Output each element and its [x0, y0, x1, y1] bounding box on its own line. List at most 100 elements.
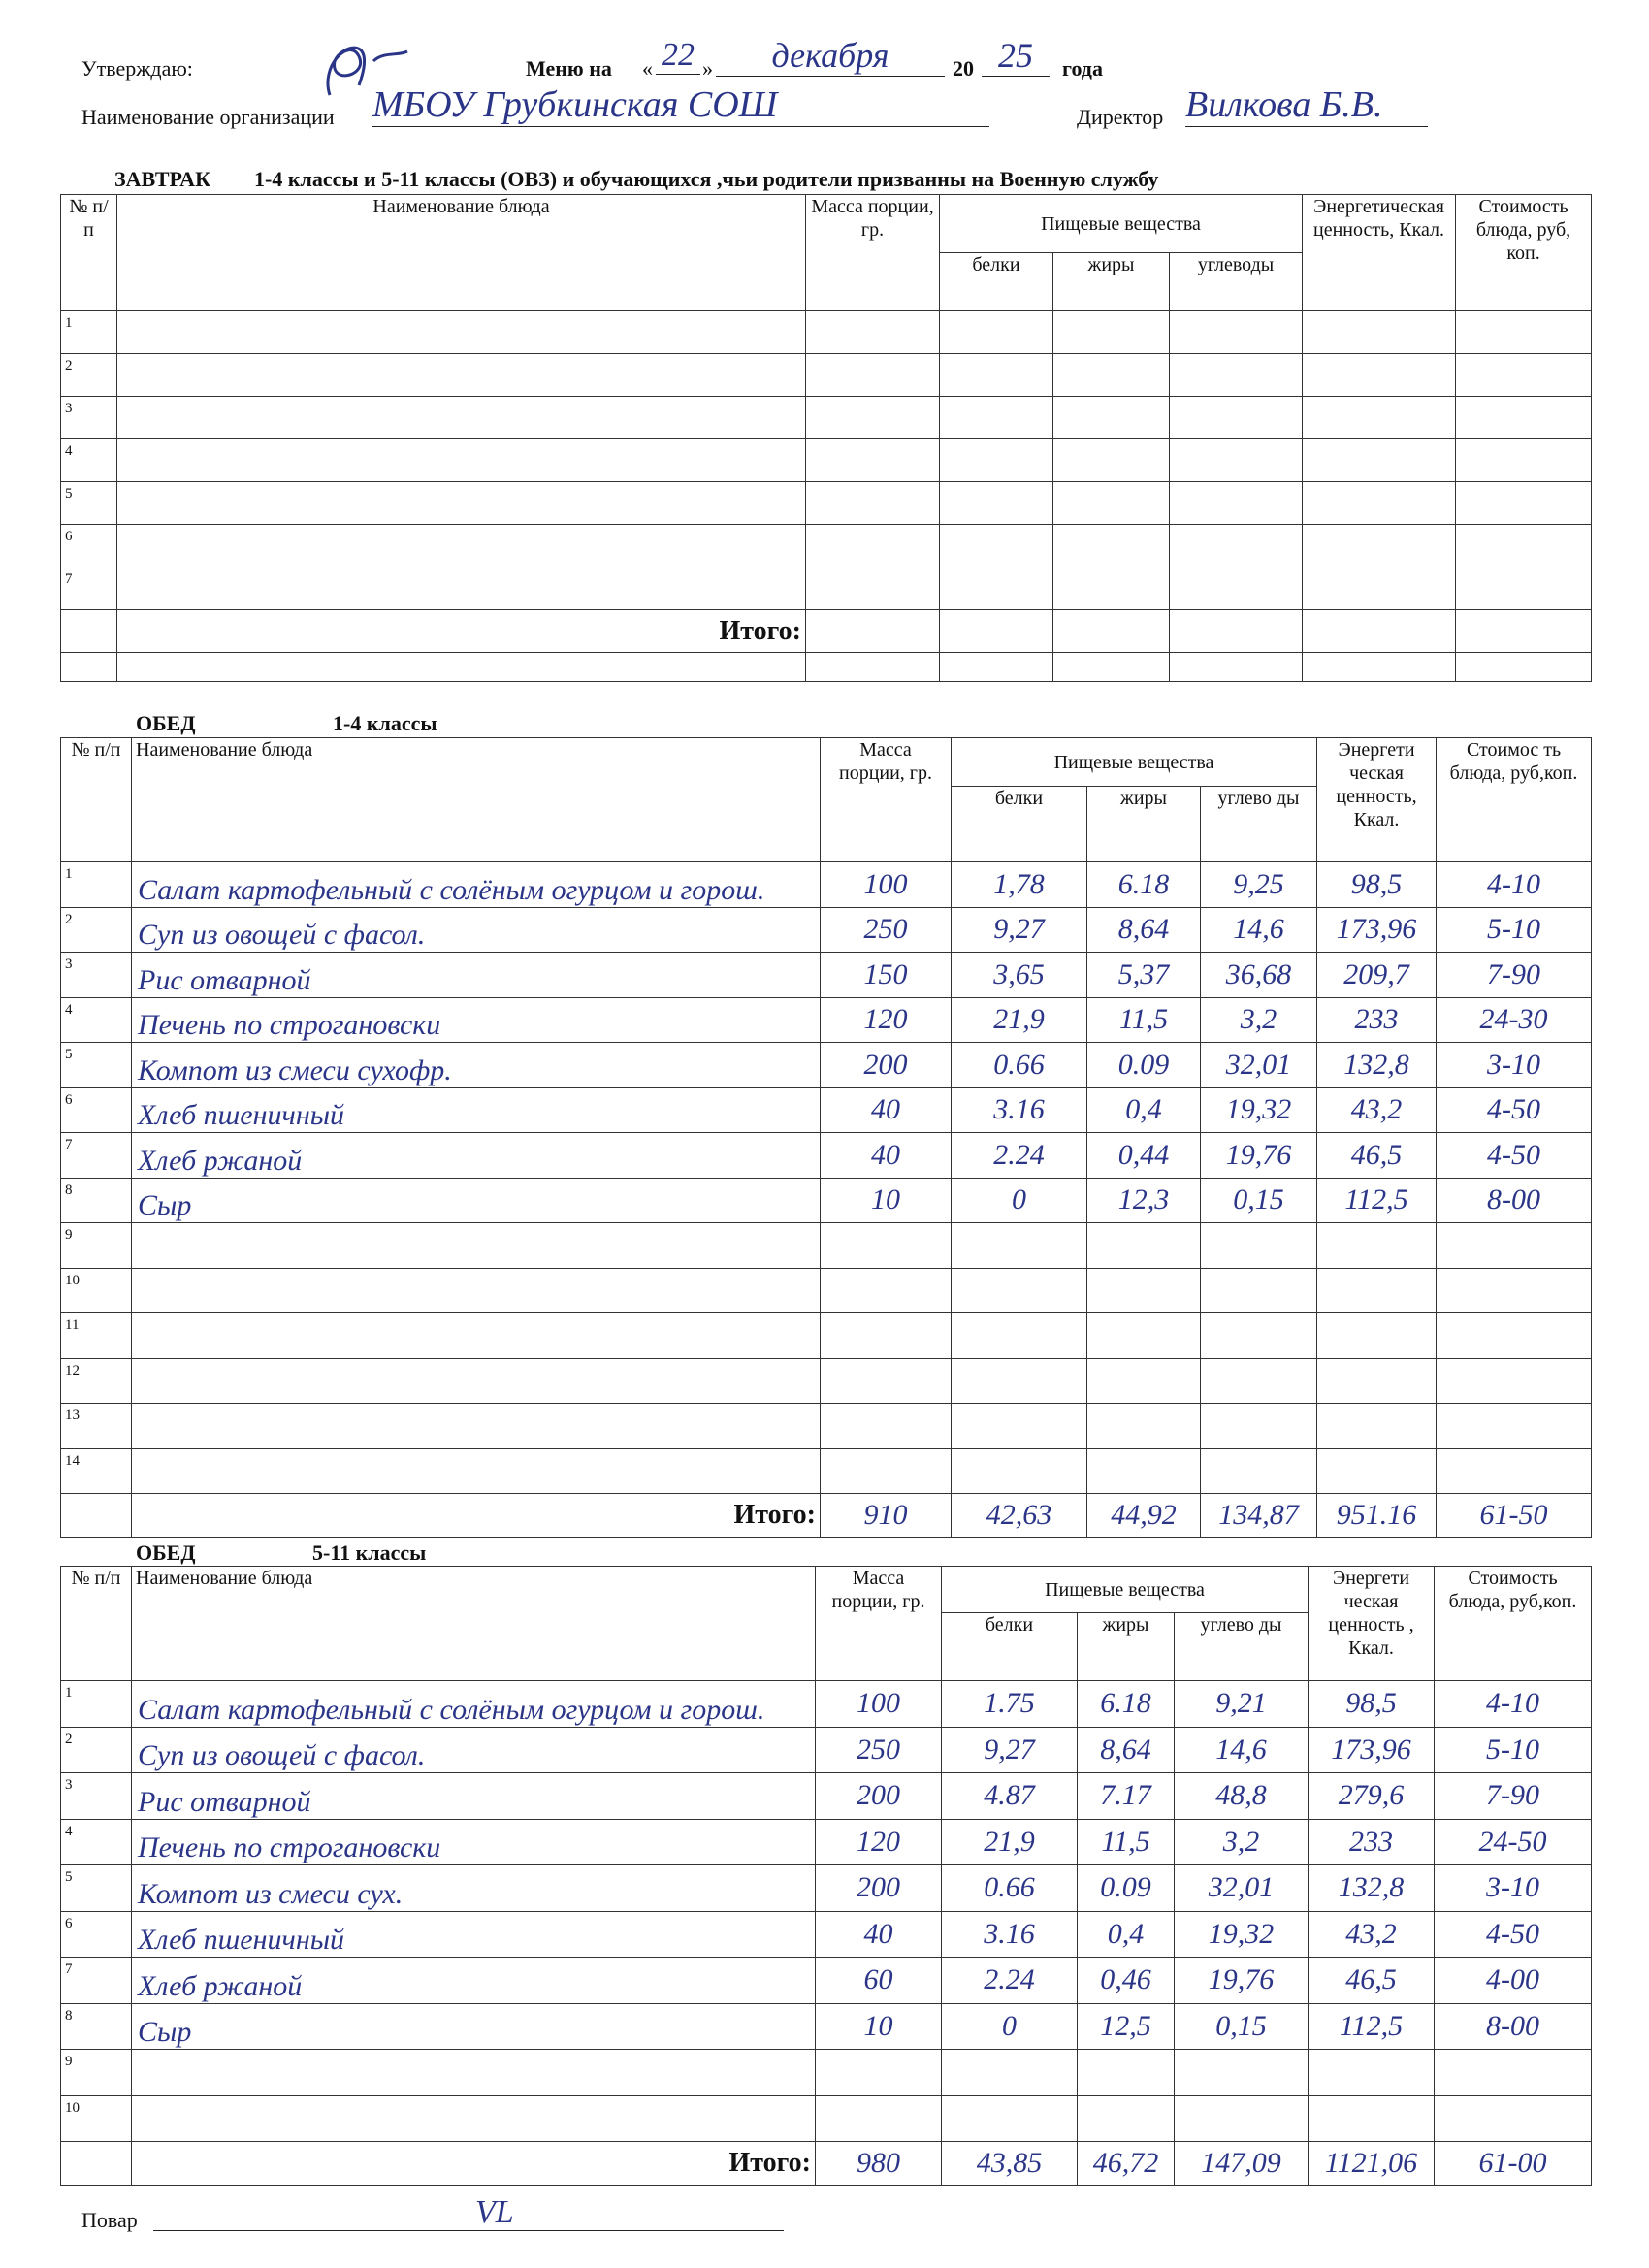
protein-value: 0: [941, 2002, 1078, 2050]
protein-value: 9,27: [951, 906, 1087, 953]
mass-value: [820, 1357, 952, 1404]
table-row: 5 Компот из смеси сух. 200 0.66 0.09 32,01 132…: [60, 1864, 1593, 1912]
table-row: 8 Сыр 10 0 12,5 0,15 112,5 8-00: [60, 2002, 1593, 2050]
row-number: 2: [60, 906, 132, 953]
dish-name: [131, 1312, 821, 1359]
row-number: 7: [60, 1132, 132, 1179]
mass-value: 100: [815, 1680, 942, 1728]
fat-value: [1052, 481, 1170, 525]
energy-value: 132,8: [1316, 1042, 1438, 1088]
carbs-value: [1168, 438, 1304, 482]
dish-name: [131, 1357, 821, 1404]
row-number: 4: [60, 996, 132, 1043]
cost-value: 3-10: [1436, 1042, 1593, 1088]
quote-close: »: [702, 56, 713, 81]
year-prefix: 20: [953, 56, 974, 81]
dish-name: Рис отварной: [131, 1772, 816, 1820]
col-header-carbs: углеводы: [1168, 252, 1304, 311]
row-number: 3: [60, 1772, 132, 1820]
table-row: 9: [60, 1222, 1593, 1269]
dish-name: Сыр: [131, 1177, 821, 1223]
table-row: 5: [60, 481, 1593, 525]
carbs-value: [1168, 567, 1304, 610]
total-protein: 43,85: [941, 2141, 1078, 2186]
protein-value: [939, 481, 1053, 525]
carbs-value: 3,2: [1199, 996, 1318, 1043]
cook-signature: VL: [475, 2194, 514, 2230]
cost-value: 8-00: [1434, 2002, 1593, 2050]
table-row: 9: [60, 2049, 1593, 2096]
carbs-value: 19,32: [1173, 1910, 1310, 1958]
carbs-value: [1173, 2049, 1310, 2096]
cost-value: [1436, 1403, 1593, 1449]
table-row: 1: [60, 310, 1593, 354]
col-header-carbs: углево ды: [1199, 786, 1318, 862]
dish-name: [116, 481, 806, 525]
menu-year: 25: [982, 35, 1050, 77]
dish-name: [131, 1403, 821, 1449]
dish-name: Компот из смеси сухофр.: [131, 1042, 821, 1088]
carbs-value: [1168, 524, 1304, 567]
cost-value: [1434, 2094, 1593, 2142]
dish-name: [131, 2094, 816, 2142]
carbs-value: [1199, 1222, 1318, 1269]
mass-value: 10: [815, 2002, 942, 2050]
quote-open: «: [642, 56, 653, 81]
row-number: 8: [60, 1177, 132, 1223]
protein-value: [941, 2094, 1078, 2142]
dish-name: [116, 353, 806, 397]
total-label: Итого:: [116, 609, 806, 653]
protein-value: [939, 524, 1053, 567]
carbs-value: 19,32: [1199, 1086, 1318, 1133]
mass-value: [805, 353, 940, 397]
table-row: 2: [60, 353, 1593, 397]
fat-value: [1052, 353, 1170, 397]
cost-value: 24-30: [1436, 996, 1593, 1043]
cost-value: 7-90: [1436, 952, 1593, 998]
cost-value: 4-50: [1434, 1910, 1593, 1958]
dish-name: Хлеб ржаной: [131, 1132, 821, 1179]
energy-value: 98,5: [1316, 861, 1438, 908]
dish-name: [116, 396, 806, 439]
energy-value: [1302, 310, 1457, 354]
row-number: 9: [60, 2049, 132, 2096]
total-protein: 42,63: [951, 1493, 1087, 1538]
total-energy: [1302, 609, 1457, 653]
fat-value: 6.18: [1077, 1680, 1175, 1728]
col-header-num: № п/п: [60, 737, 132, 862]
energy-value: 233: [1316, 996, 1438, 1043]
dish-name: Суп из овощей с фасол.: [131, 906, 821, 953]
protein-value: [951, 1357, 1087, 1404]
table-row: 13: [60, 1403, 1593, 1449]
energy-value: [1316, 1222, 1438, 1269]
row-number: 5: [60, 1042, 132, 1088]
protein-value: [939, 353, 1053, 397]
energy-value: 233: [1308, 1818, 1436, 1865]
fat-value: [1077, 2094, 1175, 2142]
cost-value: 4-10: [1436, 861, 1593, 908]
carbs-value: [1199, 1403, 1318, 1449]
mass-value: 40: [820, 1086, 952, 1133]
total-cost: 61-50: [1436, 1493, 1593, 1538]
dish-name: Рис отварной: [131, 952, 821, 998]
energy-value: [1316, 1357, 1438, 1404]
cost-value: 7-90: [1434, 1772, 1593, 1820]
fat-value: [1052, 310, 1170, 354]
cost-value: 4-50: [1436, 1132, 1593, 1179]
protein-value: 2.24: [951, 1132, 1087, 1179]
protein-value: 3,65: [951, 952, 1087, 998]
fat-value: [1086, 1357, 1201, 1404]
total-mass: [805, 609, 940, 653]
total-mass: 910: [820, 1493, 952, 1538]
col-header-cost: Стоимос ть блюда, руб,коп.: [1436, 737, 1593, 862]
row-number: 11: [60, 1312, 132, 1359]
protein-value: [951, 1447, 1087, 1494]
row-number: 10: [60, 2094, 132, 2142]
energy-value: [1302, 481, 1457, 525]
protein-value: 1.75: [941, 1680, 1078, 1728]
mass-value: 150: [820, 952, 952, 998]
carbs-value: [1168, 481, 1304, 525]
cost-value: [1436, 1357, 1593, 1404]
cost-value: [1436, 1267, 1593, 1313]
total-fat: 44,92: [1086, 1493, 1201, 1538]
